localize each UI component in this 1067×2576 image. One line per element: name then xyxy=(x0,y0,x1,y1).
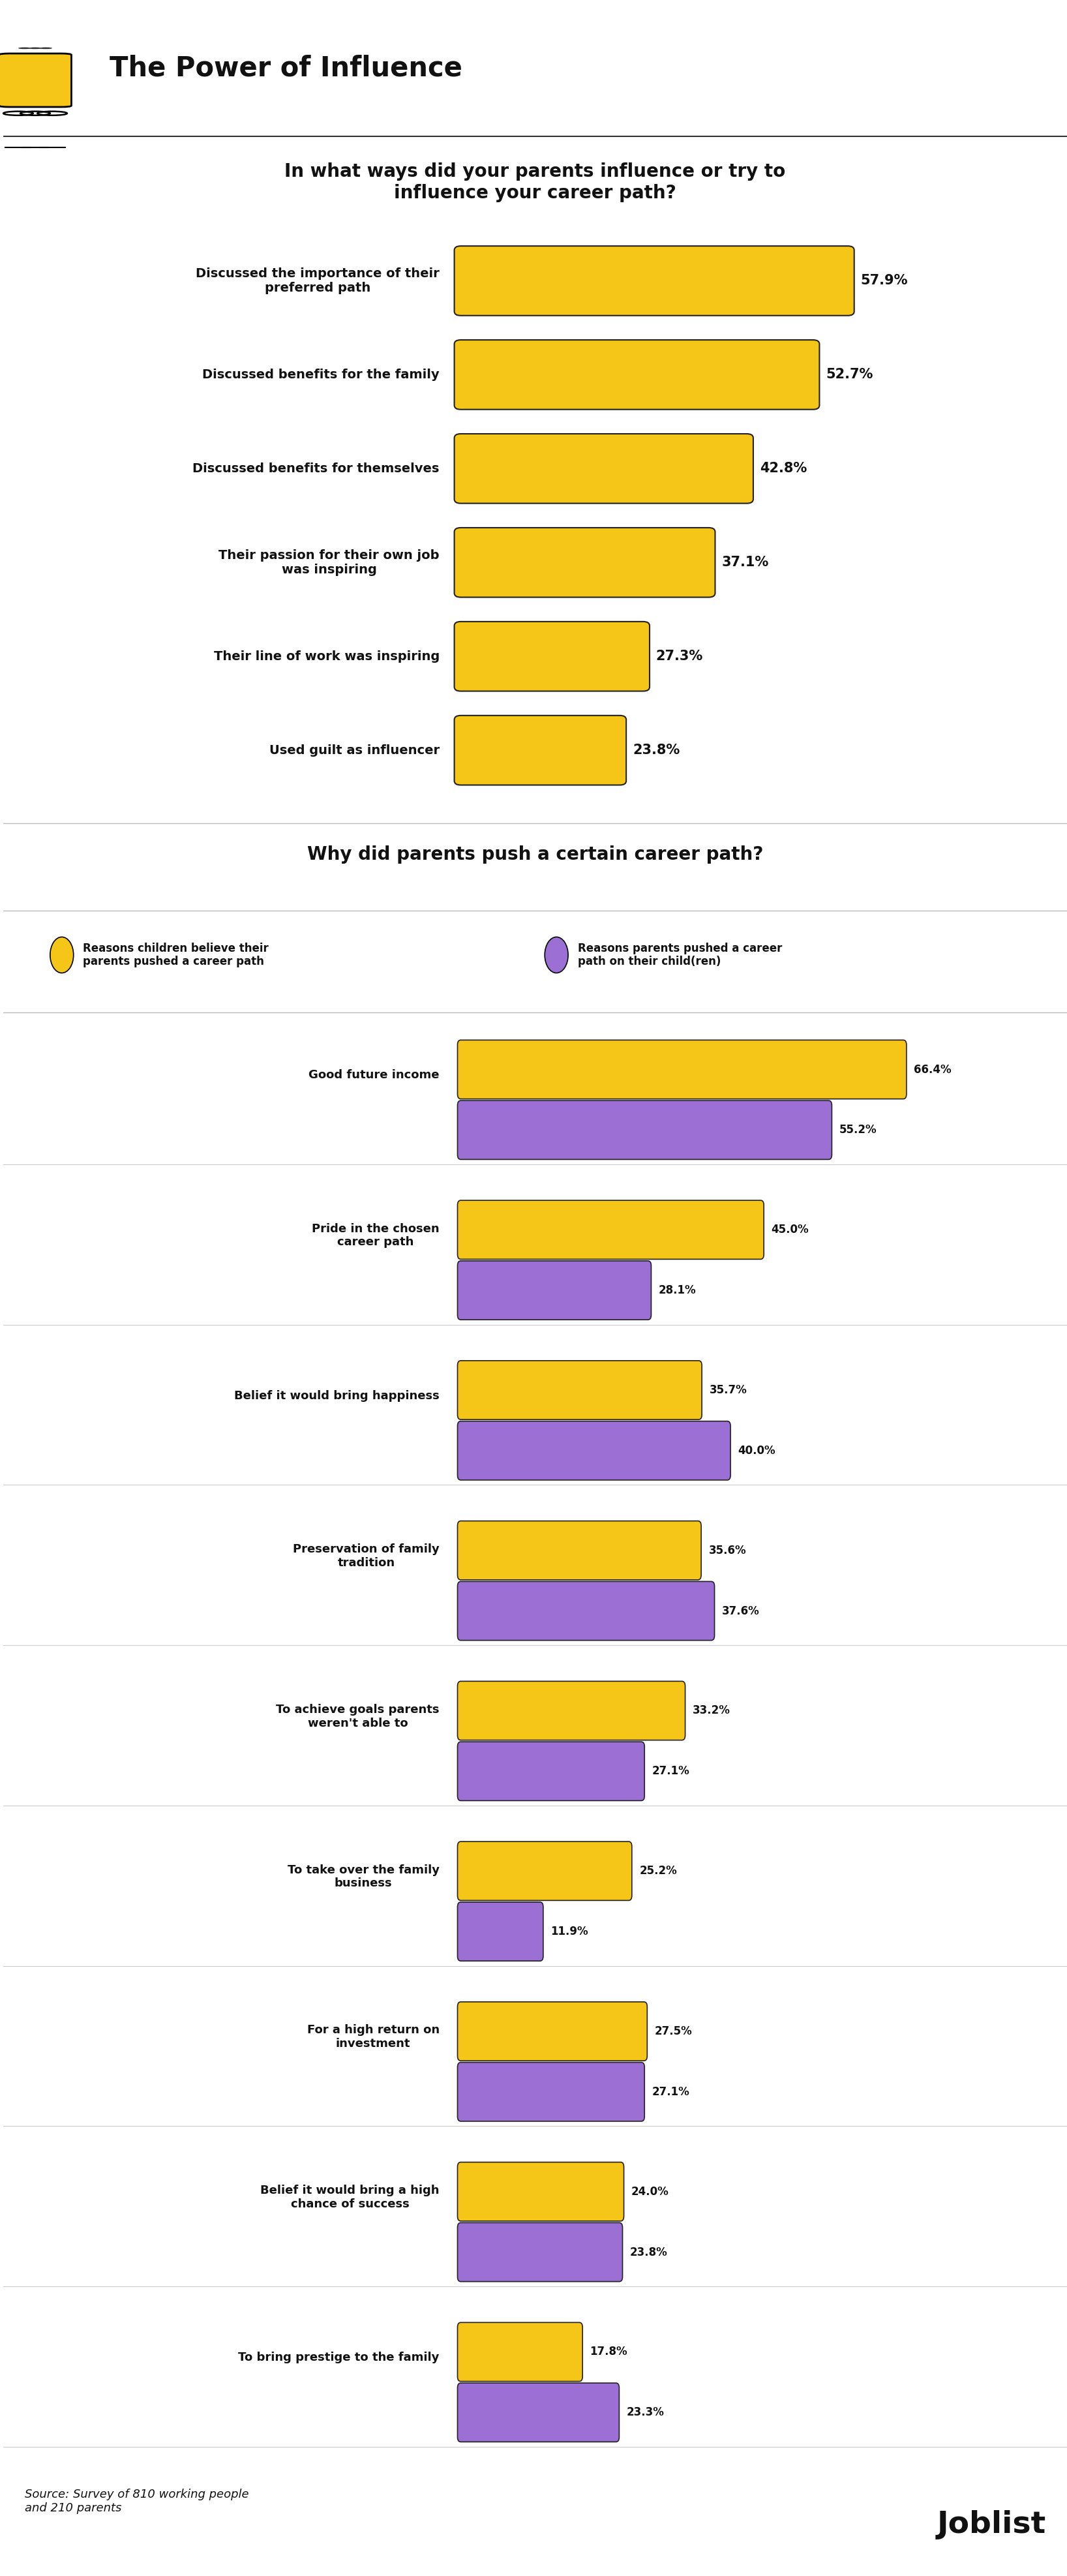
FancyBboxPatch shape xyxy=(458,1360,702,1419)
FancyBboxPatch shape xyxy=(458,2223,622,2282)
Text: Their passion for their own job
was inspiring: Their passion for their own job was insp… xyxy=(219,549,440,577)
FancyBboxPatch shape xyxy=(455,621,650,690)
FancyBboxPatch shape xyxy=(458,1741,644,1801)
Text: Discussed the importance of their
preferred path: Discussed the importance of their prefer… xyxy=(195,268,440,294)
FancyBboxPatch shape xyxy=(458,1520,701,1579)
Text: For a high return on
investment: For a high return on investment xyxy=(307,2025,440,2050)
Text: 27.1%: 27.1% xyxy=(652,2087,689,2097)
Text: 25.2%: 25.2% xyxy=(639,1865,676,1878)
Text: 55.2%: 55.2% xyxy=(840,1123,877,1136)
Text: Reasons children believe their
parents pushed a career path: Reasons children believe their parents p… xyxy=(83,943,269,969)
FancyBboxPatch shape xyxy=(458,1422,731,1481)
Text: Why did parents push a certain career path?: Why did parents push a certain career pa… xyxy=(307,845,763,863)
Text: 40.0%: 40.0% xyxy=(738,1445,776,1455)
Text: 35.6%: 35.6% xyxy=(708,1546,746,1556)
Circle shape xyxy=(545,938,568,974)
Text: To bring prestige to the family: To bring prestige to the family xyxy=(238,2352,440,2365)
FancyBboxPatch shape xyxy=(458,2161,624,2221)
Circle shape xyxy=(50,938,74,974)
Text: Belief it would bring a high
chance of success: Belief it would bring a high chance of s… xyxy=(260,2184,440,2210)
Text: 42.8%: 42.8% xyxy=(760,461,807,474)
Text: 28.1%: 28.1% xyxy=(658,1285,697,1296)
Text: 17.8%: 17.8% xyxy=(590,2347,627,2357)
Text: Reasons parents pushed a career
path on their child(ren): Reasons parents pushed a career path on … xyxy=(577,943,782,969)
FancyBboxPatch shape xyxy=(458,1842,632,1901)
Text: Their line of work was inspiring: Their line of work was inspiring xyxy=(213,649,440,662)
FancyBboxPatch shape xyxy=(458,2063,644,2120)
FancyBboxPatch shape xyxy=(458,1260,651,1319)
FancyBboxPatch shape xyxy=(458,2383,619,2442)
Text: 33.2%: 33.2% xyxy=(692,1705,731,1716)
FancyBboxPatch shape xyxy=(458,1200,764,1260)
FancyBboxPatch shape xyxy=(455,340,819,410)
Text: 23.3%: 23.3% xyxy=(626,2406,665,2419)
Text: Used guilt as influencer: Used guilt as influencer xyxy=(269,744,440,757)
FancyBboxPatch shape xyxy=(458,1041,907,1100)
Text: Discussed benefits for themselves: Discussed benefits for themselves xyxy=(193,461,440,474)
FancyBboxPatch shape xyxy=(455,528,715,598)
FancyBboxPatch shape xyxy=(458,2324,583,2380)
Text: To achieve goals parents
weren't able to: To achieve goals parents weren't able to xyxy=(276,1703,440,1728)
Text: Joblist: Joblist xyxy=(937,2509,1046,2540)
Text: Discussed benefits for the family: Discussed benefits for the family xyxy=(203,368,440,381)
Text: 24.0%: 24.0% xyxy=(632,2187,669,2197)
FancyBboxPatch shape xyxy=(458,1901,543,1960)
Text: 23.8%: 23.8% xyxy=(633,744,680,757)
FancyBboxPatch shape xyxy=(458,1682,685,1741)
Text: 57.9%: 57.9% xyxy=(861,273,908,289)
Text: In what ways did your parents influence or try to
influence your career path?: In what ways did your parents influence … xyxy=(285,162,785,201)
Text: 23.8%: 23.8% xyxy=(630,2246,668,2259)
Text: The Power of Influence: The Power of Influence xyxy=(110,54,462,82)
FancyBboxPatch shape xyxy=(455,433,753,502)
Text: 66.4%: 66.4% xyxy=(914,1064,952,1074)
Text: 27.5%: 27.5% xyxy=(655,2025,692,2038)
FancyBboxPatch shape xyxy=(455,247,855,317)
Text: 35.7%: 35.7% xyxy=(710,1383,747,1396)
Text: 37.1%: 37.1% xyxy=(721,556,768,569)
FancyBboxPatch shape xyxy=(0,54,71,108)
FancyBboxPatch shape xyxy=(458,1100,832,1159)
Text: To take over the family
business: To take over the family business xyxy=(287,1865,440,1888)
Text: 45.0%: 45.0% xyxy=(771,1224,809,1236)
Text: 11.9%: 11.9% xyxy=(551,1927,588,1937)
Text: Good future income: Good future income xyxy=(308,1069,440,1082)
Text: 27.1%: 27.1% xyxy=(652,1765,689,1777)
Text: 37.6%: 37.6% xyxy=(722,1605,760,1618)
Text: Source: Survey of 810 working people
and 210 parents: Source: Survey of 810 working people and… xyxy=(25,2488,249,2514)
FancyBboxPatch shape xyxy=(458,1582,715,1641)
Text: 27.3%: 27.3% xyxy=(656,649,703,662)
Text: Belief it would bring happiness: Belief it would bring happiness xyxy=(234,1391,440,1401)
FancyBboxPatch shape xyxy=(455,716,626,786)
Text: Preservation of family
tradition: Preservation of family tradition xyxy=(292,1543,440,1569)
FancyBboxPatch shape xyxy=(458,2002,648,2061)
Text: Pride in the chosen
career path: Pride in the chosen career path xyxy=(312,1224,440,1249)
Text: 52.7%: 52.7% xyxy=(826,368,873,381)
